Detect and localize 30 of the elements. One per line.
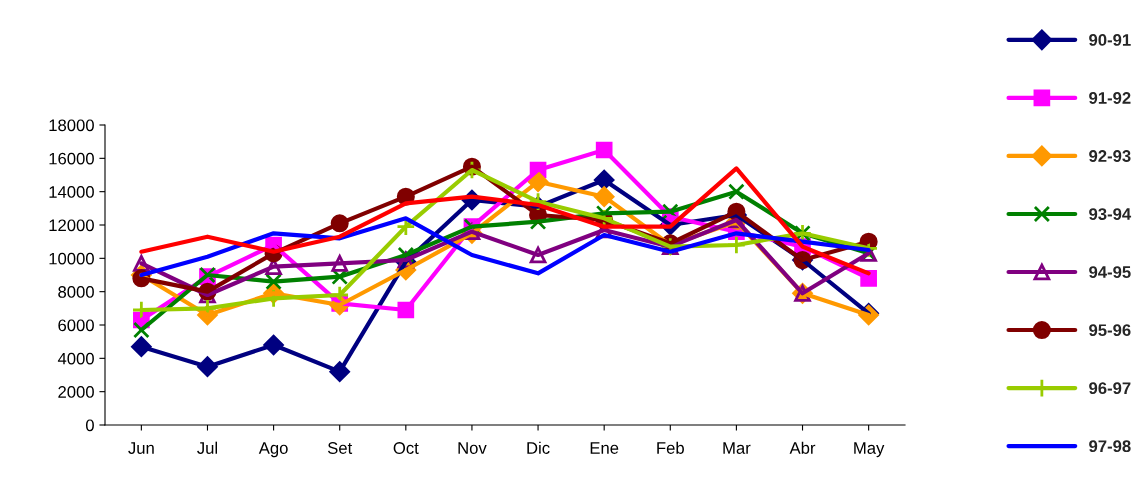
y-tick-label: 6000 bbox=[58, 319, 94, 332]
x-tick-label: Abr bbox=[789, 441, 816, 454]
x-tick-label: Nov bbox=[458, 442, 487, 454]
y-tick-label: 18000 bbox=[49, 119, 94, 132]
x-tick-label: Feb bbox=[657, 441, 684, 454]
x-tick-label: Jul bbox=[197, 441, 218, 454]
x-tick-label: Ago bbox=[258, 442, 288, 458]
y-tick-label: 10000 bbox=[49, 252, 94, 265]
x-tick-label: Ene bbox=[590, 442, 619, 454]
y-tick-label: 14000 bbox=[49, 186, 94, 198]
legend-label: 93-94 bbox=[1089, 208, 1132, 220]
x-tick-label: Mar bbox=[723, 442, 751, 454]
legend-label: 95-96 bbox=[1089, 324, 1131, 337]
y-tick-label: 2000 bbox=[58, 386, 94, 398]
legend-label: 90-91 bbox=[1089, 34, 1131, 46]
x-tick-label: Set bbox=[327, 442, 353, 454]
y-tick-label: 0 bbox=[85, 419, 94, 432]
legend-label: 94-95 bbox=[1089, 266, 1131, 278]
x-tick-label: Dic bbox=[527, 441, 550, 454]
y-tick-label: 4000 bbox=[57, 352, 94, 365]
legend-label: 96-97 bbox=[1089, 382, 1131, 395]
x-tick-label: Jun bbox=[128, 442, 154, 454]
x-tick-label: Oct bbox=[393, 442, 419, 454]
legend-label: 97-98 bbox=[1089, 440, 1131, 453]
y-tick-label: 8000 bbox=[58, 286, 94, 298]
legend-label: 92-93 bbox=[1089, 150, 1131, 162]
y-tick-label: 12000 bbox=[49, 219, 94, 232]
legend-label: 91-92 bbox=[1089, 92, 1131, 104]
x-tick-label: May bbox=[854, 442, 885, 458]
y-tick-label: 16000 bbox=[49, 152, 94, 165]
